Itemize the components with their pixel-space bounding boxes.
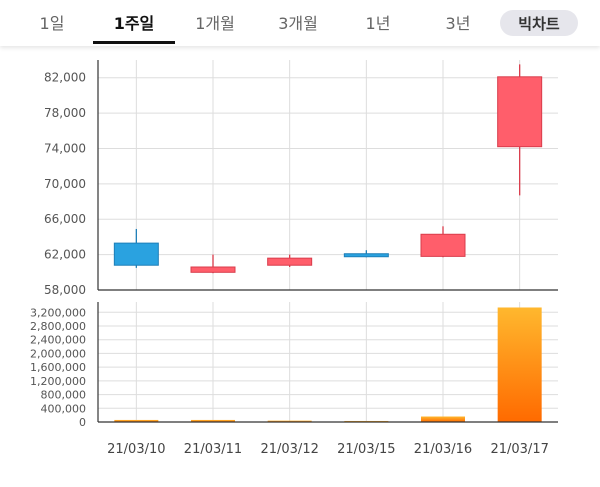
volume-bar: [497, 307, 542, 422]
candle-body: [190, 266, 236, 273]
price-y-tick-label: 66,000: [44, 212, 86, 226]
x-axis-date-label: 21/03/10: [107, 442, 165, 457]
volume-bar: [267, 420, 312, 423]
price-y-tick-label: 62,000: [44, 248, 86, 262]
tab-1-month[interactable]: 1개월: [195, 14, 235, 33]
volume-y-tick-label: 2,800,000: [30, 320, 86, 333]
price-y-tick-label: 58,000: [44, 283, 86, 297]
volume-y-tick-label: 800,000: [41, 389, 87, 402]
candle-body: [420, 233, 466, 257]
volume-y-tick-label: 2,400,000: [30, 334, 86, 347]
x-axis-date-label: 21/03/15: [337, 442, 395, 457]
period-tab-bar: 1일 1주일 1개월 3개월 1년 3년 빅차트: [0, 0, 600, 46]
tab-1-week[interactable]: 1주일: [93, 0, 175, 44]
x-axis-date-label: 21/03/17: [490, 442, 548, 457]
volume-bar: [114, 419, 159, 422]
candle-body: [497, 76, 543, 148]
price-y-tick-label: 74,000: [44, 141, 86, 155]
candle-body: [343, 253, 389, 258]
volume-y-tick-label: 1,600,000: [30, 361, 86, 374]
price-y-tick-label: 82,000: [44, 71, 86, 85]
volume-y-tick-label: 400,000: [41, 402, 87, 415]
x-axis-date-label: 21/03/11: [184, 442, 242, 457]
price-y-tick-label: 70,000: [44, 177, 86, 191]
volume-y-tick-label: 0: [79, 416, 86, 429]
volume-y-tick-label: 2,000,000: [30, 347, 86, 360]
big-chart-button[interactable]: 빅차트: [500, 10, 578, 36]
tab-3-months[interactable]: 3개월: [278, 14, 318, 33]
x-axis-date-label: 21/03/12: [260, 442, 318, 457]
volume-bar: [421, 416, 465, 422]
x-axis-date-label: 21/03/16: [414, 442, 472, 457]
candle-body: [267, 257, 313, 266]
volume-bar: [191, 419, 235, 422]
tab-1-year[interactable]: 1년: [365, 14, 391, 33]
volume-y-tick-label: 3,200,000: [30, 306, 86, 319]
tab-1-day[interactable]: 1일: [39, 14, 65, 33]
volume-y-tick-label: 1,200,000: [30, 375, 86, 388]
tab-3-years[interactable]: 3년: [445, 14, 471, 33]
candle-body: [113, 242, 159, 266]
price-y-tick-label: 78,000: [44, 106, 86, 120]
